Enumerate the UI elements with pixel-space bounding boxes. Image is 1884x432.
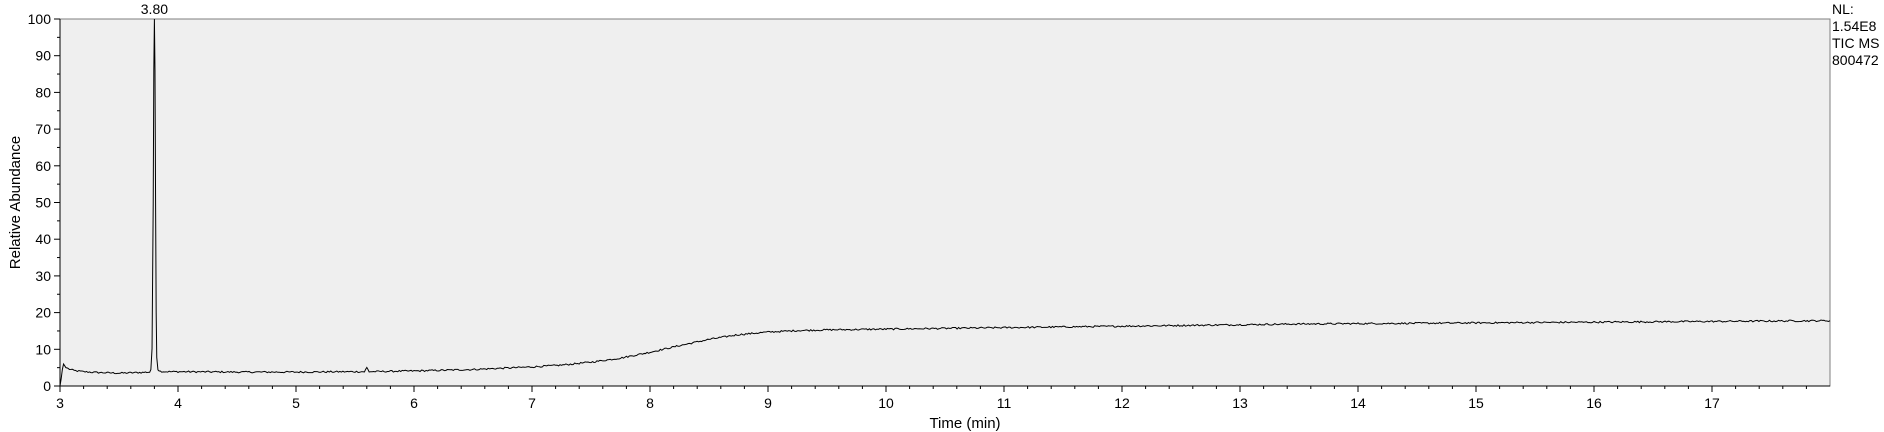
tic-trace-line: [59, 18, 1831, 387]
x-tick-label: 3: [56, 395, 64, 411]
x-tick-label: 10: [878, 395, 894, 411]
x-tick-label: 4: [174, 395, 182, 411]
plot-area: [59, 18, 1831, 387]
x-tick-label: 13: [1232, 395, 1248, 411]
side-info-line: 800472: [1832, 52, 1879, 68]
x-tick-label: 17: [1704, 395, 1720, 411]
x-axis: 3 4 5 6 7 8 9 10 11 12 13 14 15 16 17: [56, 385, 1830, 411]
x-tick-label: 7: [528, 395, 536, 411]
x-tick-label: 8: [646, 395, 654, 411]
y-tick-label: 40: [35, 231, 51, 247]
x-tick-label: 6: [410, 395, 418, 411]
x-tick-label: 12: [1114, 395, 1130, 411]
y-tick-label: 30: [35, 268, 51, 284]
y-tick-label: 100: [28, 11, 52, 27]
peak-annotations: 3.80: [141, 1, 168, 17]
x-tick-label: 9: [764, 395, 772, 411]
x-tick-label: 16: [1586, 395, 1602, 411]
y-tick-label: 10: [35, 341, 51, 357]
y-axis: 0 10 20 30 40 50 60 70 80 90 100: [28, 11, 61, 394]
y-tick-label: 60: [35, 158, 51, 174]
x-axis-title: Time (min): [929, 415, 1000, 432]
y-tick-label: 20: [35, 305, 51, 321]
x-tick-label: 15: [1468, 395, 1484, 411]
y-tick-label: 80: [35, 84, 51, 100]
side-info-line: TIC MS: [1832, 35, 1879, 51]
y-axis-title: Relative Abundance: [7, 136, 24, 269]
y-tick-label: 0: [43, 378, 51, 394]
y-tick-label: 90: [35, 48, 51, 64]
x-tick-label: 11: [997, 395, 1012, 411]
y-tick-label: 50: [35, 195, 51, 211]
y-tick-label: 70: [35, 121, 51, 137]
x-tick-label: 14: [1350, 395, 1366, 411]
x-tick-label: 5: [292, 395, 300, 411]
peak-label: 3.80: [141, 1, 168, 17]
side-info-line: NL:: [1832, 1, 1854, 17]
side-info-line: 1.54E8: [1832, 18, 1877, 34]
